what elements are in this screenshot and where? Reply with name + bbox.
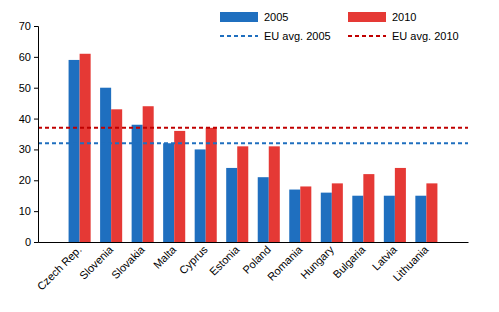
tick-label: Slovakia (109, 243, 148, 282)
legend-item: 2010 (348, 11, 416, 23)
tick-label: Bulgaria (330, 243, 368, 281)
tick: Romania (265, 243, 305, 283)
tick: 0 (25, 236, 38, 248)
tick: Bulgaria (330, 243, 368, 281)
bar (395, 168, 406, 242)
tick-label: Malta (151, 243, 179, 271)
tick-mark (34, 149, 38, 150)
tick-mark (34, 26, 38, 27)
tick-label: Lithuania (390, 243, 431, 284)
tick: 40 (19, 113, 38, 125)
legend-label: EU avg. 2005 (264, 30, 331, 42)
bar (384, 196, 395, 242)
legend-swatch (348, 35, 386, 37)
tick: Cyprus (177, 243, 210, 276)
tick: 70 (19, 20, 38, 32)
tick-mark (34, 180, 38, 181)
bar (195, 149, 206, 242)
bar-series (80, 54, 438, 242)
tick-mark (34, 211, 38, 212)
bar (269, 146, 280, 242)
tick: Lithuania (390, 243, 431, 284)
tick-label: 60 (19, 51, 31, 63)
bar-series (69, 60, 427, 242)
bar (415, 196, 426, 242)
reference-line (38, 127, 468, 129)
tick-label: 70 (19, 20, 31, 32)
tick: 20 (19, 174, 38, 186)
tick-label: 30 (19, 143, 31, 155)
tick: 50 (19, 82, 38, 94)
bar (206, 128, 217, 242)
tick: Czech Rep. (35, 243, 84, 292)
tick-mark (34, 57, 38, 58)
tick-label: 0 (25, 236, 31, 248)
legend-swatch (348, 12, 386, 22)
bar (143, 106, 154, 242)
legend-label: 2010 (392, 11, 416, 23)
legend: 2005 2010 EU avg. 2005 EU avg. 2010 (220, 11, 459, 42)
tick: Hungary (298, 243, 336, 281)
tick-mark (34, 242, 38, 243)
tick-label: 50 (19, 82, 31, 94)
tick: Estonia (207, 243, 242, 278)
bar (300, 186, 311, 242)
bar (80, 54, 91, 242)
y-axis: 0 10 20 30 40 50 60 70 (19, 20, 39, 248)
bar (363, 174, 374, 242)
tick-label: Czech Rep. (35, 243, 84, 292)
tick-label: Romania (265, 243, 305, 283)
tick-label: Estonia (207, 243, 242, 278)
bar (258, 177, 269, 242)
bar (352, 196, 363, 242)
tick: Slovakia (109, 243, 148, 282)
legend-item: EU avg. 2010 (348, 30, 459, 42)
plot-area (38, 54, 468, 242)
tick-label: 20 (19, 174, 31, 186)
bar (163, 143, 174, 242)
bar (237, 146, 248, 242)
chart: 0 10 20 30 40 50 60 70 Czech Rep.SloveniaSlovaki… (0, 0, 499, 312)
legend-label: EU avg. 2010 (392, 30, 459, 42)
legend-item: 2005 (220, 11, 288, 23)
legend-swatch (220, 12, 258, 22)
reference-line (38, 142, 468, 144)
legend-swatch (220, 35, 258, 37)
tick-label: Slovenia (77, 243, 116, 282)
bar (332, 183, 343, 242)
axis-line (34, 27, 39, 243)
tick-label: Hungary (298, 243, 336, 281)
bar (174, 131, 185, 242)
tick: 10 (19, 205, 38, 217)
tick: 30 (19, 143, 38, 155)
tick-label: Latvia (370, 243, 400, 273)
tick-label: 10 (19, 205, 31, 217)
tick: Latvia (370, 243, 400, 273)
tick-mark (34, 119, 38, 120)
tick-label: Cyprus (177, 243, 210, 276)
tick: 60 (19, 51, 38, 63)
bar (111, 109, 122, 242)
x-axis: Czech Rep.SloveniaSlovakiaMaltaCyprusEst… (35, 243, 469, 293)
bar (289, 190, 300, 242)
legend-item: EU avg. 2005 (220, 30, 331, 42)
bar (426, 183, 437, 242)
bar (226, 168, 237, 242)
bar (100, 88, 111, 242)
legend-label: 2005 (264, 11, 288, 23)
tick: Slovenia (77, 243, 116, 282)
axis-line (39, 242, 469, 243)
tick-label: 40 (19, 113, 31, 125)
tick: Malta (151, 243, 179, 271)
bar (321, 193, 332, 242)
tick-mark (34, 88, 38, 89)
bar (69, 60, 80, 242)
